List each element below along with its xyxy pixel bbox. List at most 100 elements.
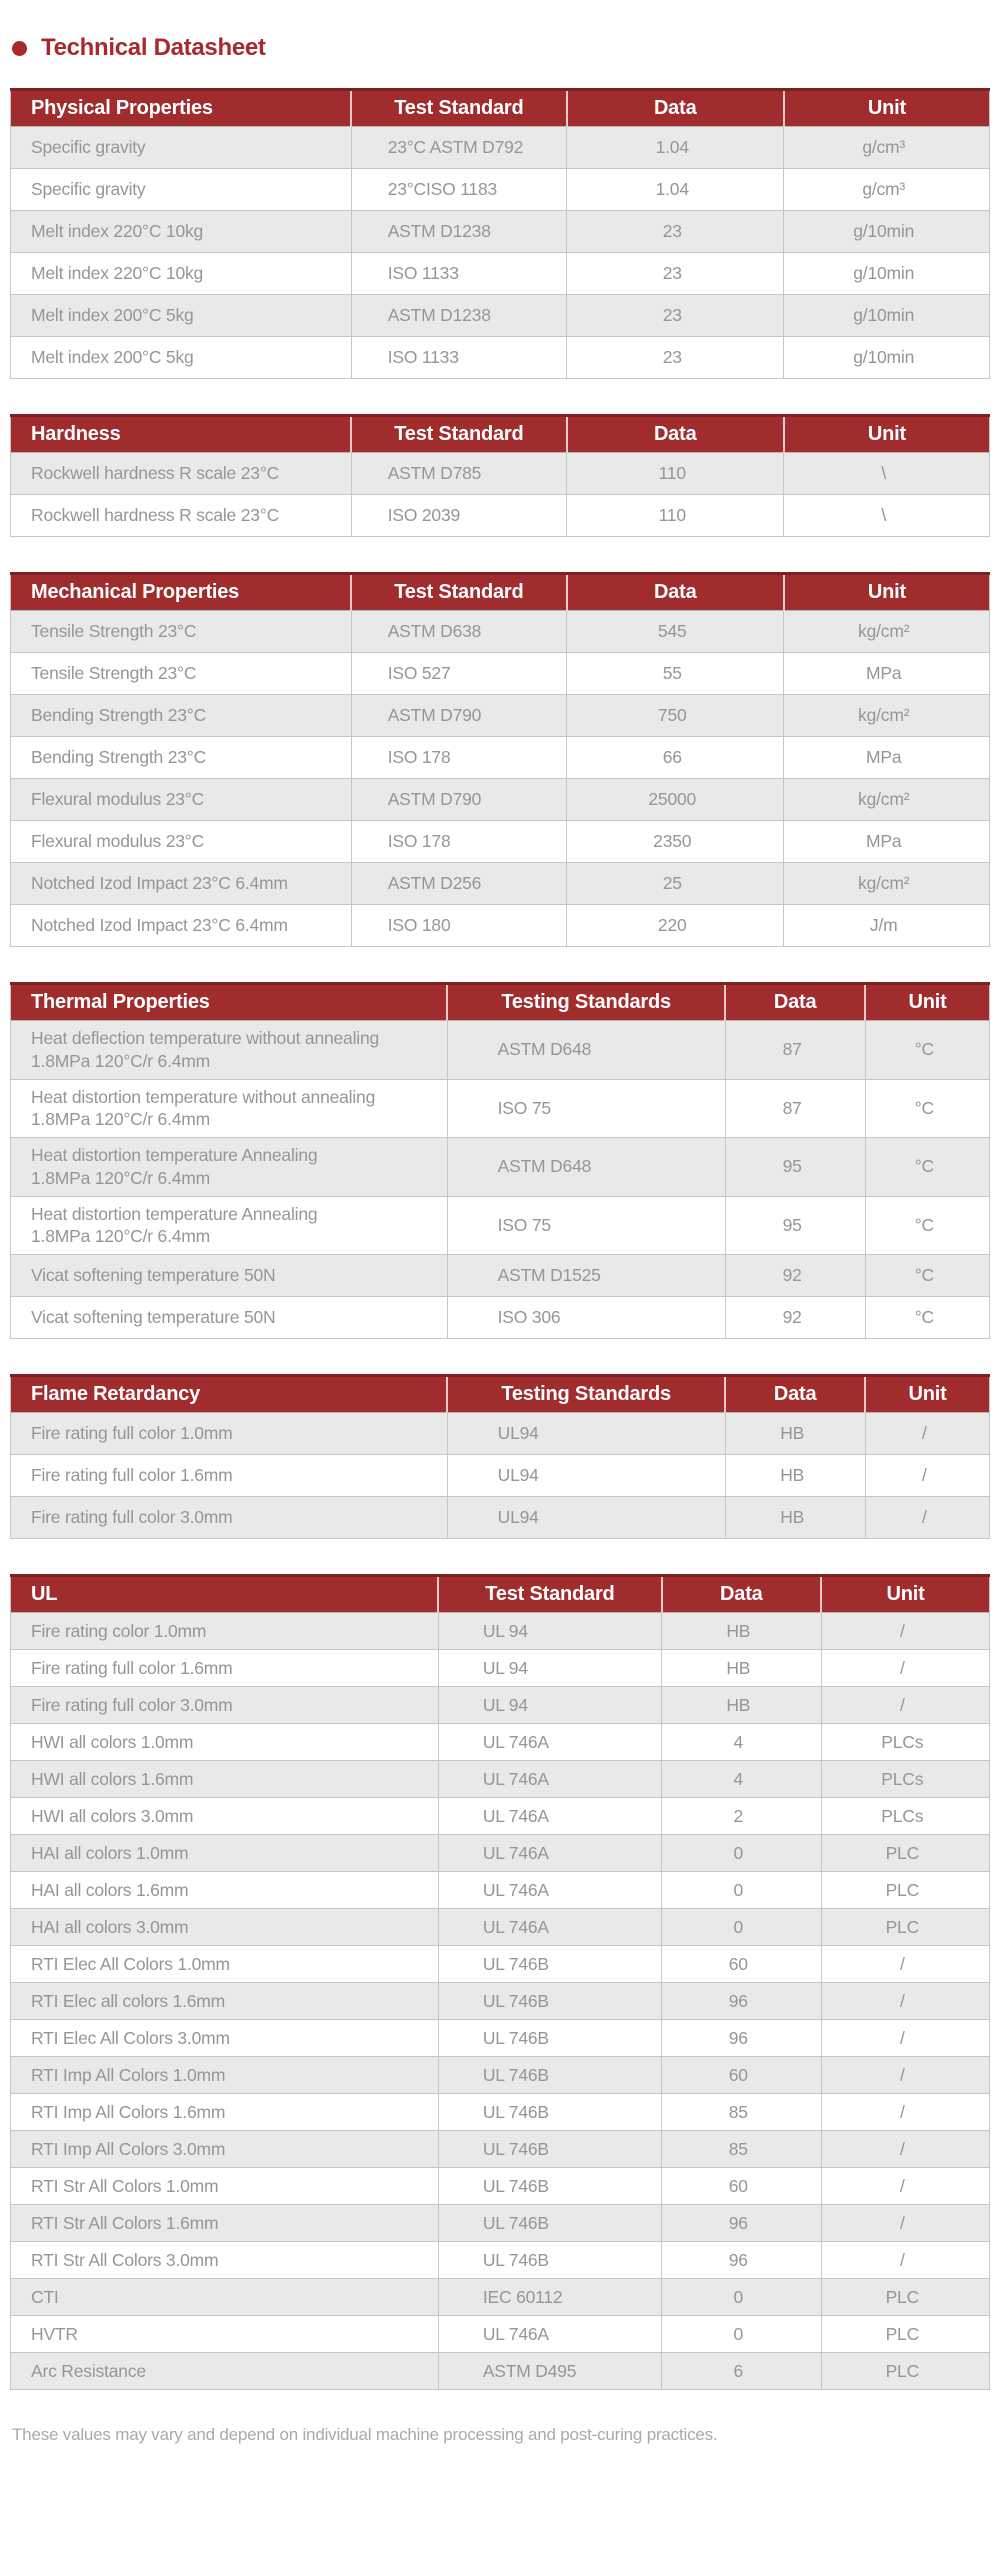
- table-cell: UL 94: [437, 1686, 663, 1724]
- table-row: HWI all colors 1.0mm UL 746A 4 PLCs: [10, 1723, 991, 1761]
- table-cell: ASTM D785: [350, 452, 568, 495]
- table-cell: RTI Elec All Colors 3.0mm: [10, 2019, 439, 2057]
- table-cell: Heat distortion temperature Annealing 1.…: [10, 1137, 448, 1197]
- table-cell: PLCs: [820, 1797, 991, 1835]
- table-cell: PLCs: [820, 1723, 991, 1761]
- table-cell: Rockwell hardness R scale 23°C: [10, 494, 352, 537]
- header-row: Thermal Properties Testing Standards Data U…: [10, 982, 990, 1021]
- table-cell: ISO 306: [446, 1296, 726, 1339]
- table-cell: /: [820, 1612, 991, 1650]
- table-cell: RTI Imp All Colors 3.0mm: [10, 2130, 439, 2168]
- table-cell: °C: [864, 1296, 991, 1339]
- datasheet-page: Technical Datasheet Physical Properties T…: [10, 34, 991, 2444]
- table-cell: Melt index 220°C 10kg: [10, 252, 352, 295]
- table-cell: UL 746A: [437, 1908, 663, 1946]
- table-cell: kg/cm²: [783, 694, 990, 737]
- table-cell: \: [783, 494, 990, 537]
- header-row: UL Test Standard Data Unit: [10, 1574, 990, 1613]
- table-cell: g/10min: [783, 210, 990, 253]
- table-cell: /: [820, 1686, 991, 1724]
- table-cell: 66: [566, 736, 785, 779]
- column-header: Testing Standards: [446, 1374, 726, 1413]
- column-header: Hardness: [10, 414, 352, 453]
- table-cell: UL 746A: [437, 1797, 663, 1835]
- column-header: Unit: [782, 414, 990, 453]
- table-cell: RTI Str All Colors 1.6mm: [10, 2204, 439, 2242]
- table-cell: °C: [864, 1195, 991, 1255]
- table-cell: HWI all colors 1.0mm: [10, 1723, 439, 1761]
- table-cell: 87: [724, 1020, 866, 1080]
- table-cell: UL 746B: [437, 2093, 663, 2131]
- column-header: Test Standard: [350, 88, 567, 127]
- table-cell: ISO 75: [446, 1078, 726, 1138]
- column-header: Unit: [782, 572, 990, 611]
- table-cell: HB: [661, 1686, 822, 1724]
- table-cell: PLC: [820, 2352, 991, 2390]
- column-header: UL: [10, 1574, 439, 1613]
- table-row: RTI Imp All Colors 1.0mm UL 746B 60/: [10, 2056, 991, 2094]
- table-cell: Bending Strength 23°C: [10, 694, 352, 737]
- table-cell: HB: [724, 1454, 866, 1497]
- table-cell: UL 746B: [437, 2167, 663, 2205]
- table-cell: 23: [566, 336, 785, 379]
- mechanical-properties-table: Mechanical Properties Test Standard Data Un…: [10, 572, 990, 947]
- table-cell: Melt index 200°C 5kg: [10, 336, 352, 379]
- table-cell: Tensile Strength 23°C: [10, 610, 352, 653]
- table-cell: Notched Izod Impact 23°C 6.4mm: [10, 862, 352, 905]
- table-cell: UL 746A: [437, 1723, 663, 1761]
- table-row: RTI Str All Colors 3.0mm UL 746B 96/: [10, 2241, 991, 2279]
- table-cell: UL 746B: [437, 2056, 663, 2094]
- table-cell: 2: [661, 1797, 822, 1835]
- table-cell: 95: [724, 1195, 866, 1255]
- header-row: Hardness Test Standard Data Unit: [10, 414, 990, 453]
- table-cell: UL 746B: [437, 1982, 663, 2020]
- table-cell: ASTM D638: [350, 610, 568, 653]
- table-cell: Tensile Strength 23°C: [10, 652, 352, 695]
- table-cell: RTI Str All Colors 3.0mm: [10, 2241, 439, 2279]
- table-row: Fire rating full color 1.6mm UL94 HB /: [10, 1454, 991, 1497]
- table-cell: UL 746A: [437, 1834, 663, 1872]
- table-cell: /: [820, 1945, 991, 1983]
- table-cell: HB: [661, 1649, 822, 1687]
- table-row: Tensile Strength 23°C ASTM D638 545 kg/cm²: [10, 610, 990, 653]
- table-row: Vicat softening temperature 50N ISO 306 92…: [10, 1296, 991, 1339]
- table-cell: UL94: [446, 1412, 726, 1455]
- table-row: Heat deflection temperature without anne…: [10, 1020, 991, 1080]
- table-cell: Fire rating full color 3.0mm: [10, 1686, 439, 1724]
- table-cell: HWI all colors 3.0mm: [10, 1797, 439, 1835]
- bullet-icon: [12, 40, 27, 56]
- table-cell: PLC: [820, 2315, 991, 2353]
- table-row: RTI Str All Colors 1.0mm UL 746B 60/: [10, 2167, 991, 2205]
- table-row: Vicat softening temperature 50N ASTM D152…: [10, 1254, 991, 1297]
- table-cell: 23: [566, 294, 785, 337]
- table-row: HVTR UL 746A 0 PLC: [10, 2315, 991, 2353]
- table-cell: PLCs: [820, 1760, 991, 1798]
- table-cell: \: [783, 452, 990, 495]
- table-row: Fire rating full color 3.0mm UL 94 HB /: [10, 1686, 991, 1724]
- table-cell: UL 746A: [437, 1871, 663, 1909]
- table-cell: ISO 178: [350, 736, 568, 779]
- table-cell: /: [820, 2167, 991, 2205]
- table-cell: 25000: [566, 778, 785, 821]
- table-cell: Fire rating full color 3.0mm: [10, 1496, 448, 1539]
- table-row: Fire rating full color 1.0mm UL94 HB /: [10, 1412, 991, 1455]
- table-cell: ASTM D790: [350, 778, 568, 821]
- table-cell: 23: [566, 252, 785, 295]
- page-title: Technical Datasheet: [41, 34, 266, 61]
- table-cell: 1.04: [566, 126, 785, 169]
- table-cell: RTI Elec All Colors 1.0mm: [10, 1945, 439, 1983]
- table-cell: 6: [661, 2352, 822, 2390]
- table-cell: Flexural modulus 23°C: [10, 778, 352, 821]
- table-cell: UL 94: [437, 1649, 663, 1687]
- table-cell: ASTM D648: [446, 1137, 726, 1197]
- column-header: Unit: [864, 982, 990, 1021]
- table-cell: Heat distortion temperature Annealing 1.…: [10, 1195, 448, 1255]
- table-cell: HAI all colors 1.6mm: [10, 1871, 439, 1909]
- table-cell: °C: [864, 1078, 991, 1138]
- column-header: Data: [724, 1374, 866, 1413]
- table-cell: kg/cm²: [783, 862, 990, 905]
- table-cell: ASTM D256: [350, 862, 568, 905]
- table-cell: ISO 180: [350, 904, 568, 947]
- table-cell: 60: [661, 2056, 822, 2094]
- table-cell: ISO 178: [350, 820, 568, 863]
